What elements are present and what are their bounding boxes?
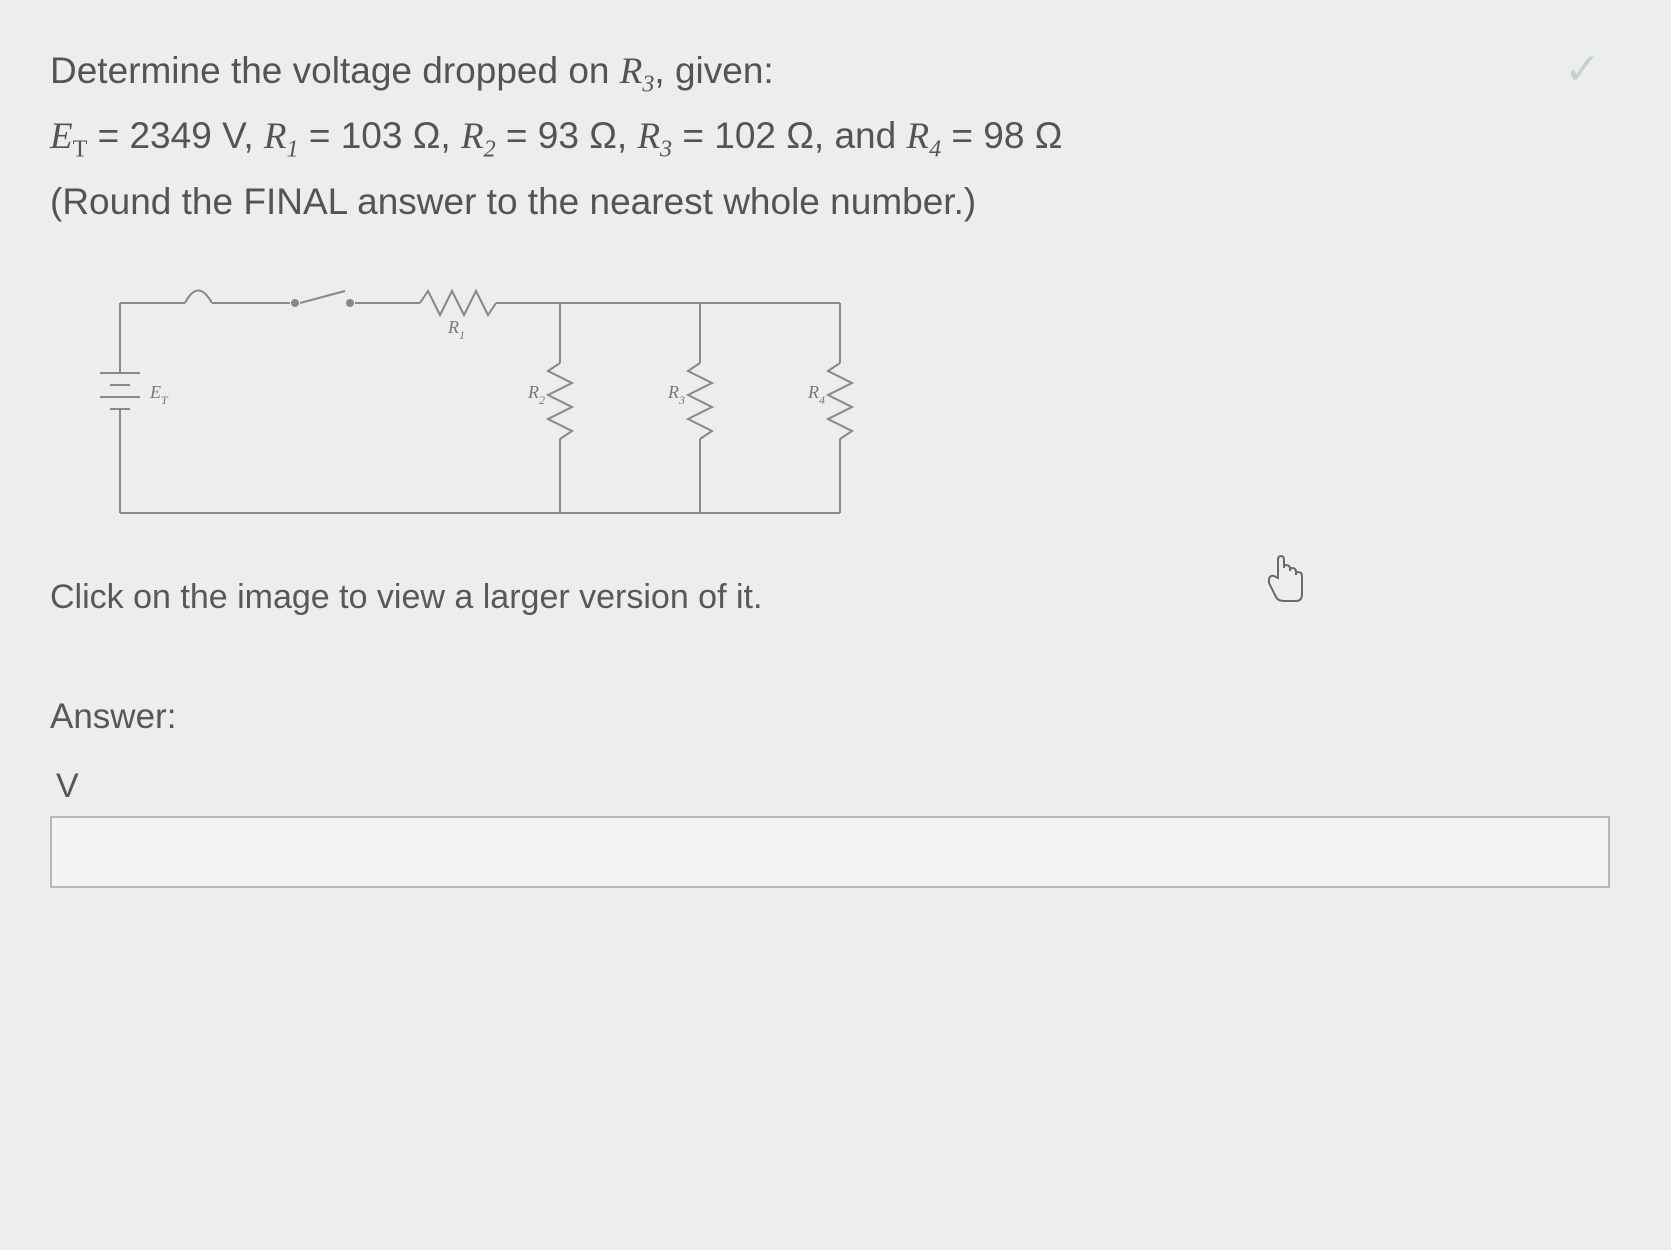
r3-val: = 102 Ω, and xyxy=(672,115,906,156)
circuit-r1-label: R1 xyxy=(447,317,465,342)
image-caption: Click on the image to view a larger vers… xyxy=(50,578,1621,617)
r1-sub: 1 xyxy=(287,137,299,163)
r3-sub: 3 xyxy=(660,137,672,163)
unit-label: V xyxy=(56,767,1621,806)
question-line-2: ET = 2349 V, R1 = 103 Ω, R2 = 93 Ω, R3 =… xyxy=(50,105,1621,170)
q1-sub: 3 xyxy=(642,71,654,97)
et-sub: T xyxy=(73,137,88,163)
r1-val: = 103 Ω, xyxy=(299,115,461,156)
et-val: = 2349 V, xyxy=(87,115,264,156)
r2-var: R xyxy=(461,116,484,157)
q1-pre: Determine the voltage dropped on xyxy=(50,50,620,91)
r4-var: R xyxy=(907,116,930,157)
r2-val: = 93 Ω, xyxy=(496,115,638,156)
answer-input[interactable] xyxy=(50,816,1610,888)
circuit-r4-label: R4 xyxy=(807,382,825,407)
question-line-1: Determine the voltage dropped on R3, giv… xyxy=(50,40,1621,105)
q1-var: R xyxy=(620,51,643,92)
circuit-r2-label: R2 xyxy=(527,382,545,407)
circuit-diagram[interactable]: ET R1 R2 R3 xyxy=(80,263,1621,548)
q1-post: , given: xyxy=(654,50,773,91)
checkmark-icon: ✓ xyxy=(1564,44,1601,95)
et-var: E xyxy=(50,116,73,157)
circuit-et-label: ET xyxy=(149,382,169,407)
pointer-cursor-icon xyxy=(1260,550,1310,605)
r4-sub: 4 xyxy=(929,137,941,163)
r1-var: R xyxy=(264,116,287,157)
answer-label: Answer: xyxy=(50,697,1621,737)
r3-var: R xyxy=(637,116,660,157)
circuit-r3-label: R3 xyxy=(667,382,685,407)
question-line-3: (Round the FINAL answer to the nearest w… xyxy=(50,171,1621,234)
r4-val: = 98 Ω xyxy=(941,115,1062,156)
r2-sub: 2 xyxy=(484,137,496,163)
